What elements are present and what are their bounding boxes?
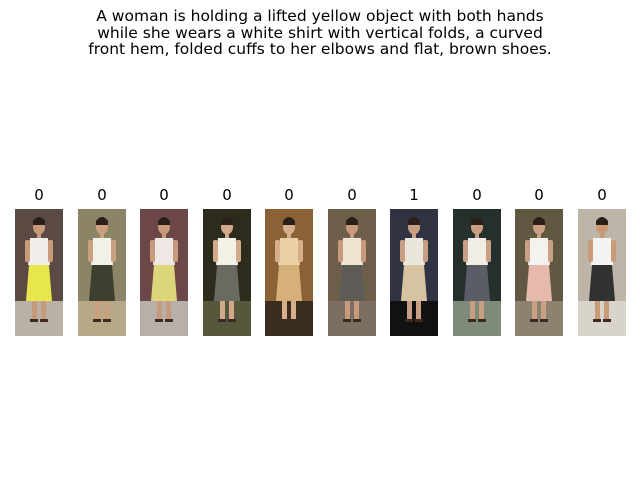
person-thumbnail-1 — [15, 209, 63, 336]
person-thumbnail-9 — [515, 209, 563, 336]
caption-line-2: while she wears a white shirt with verti… — [97, 23, 543, 42]
panel-label-3: 0 — [159, 186, 169, 204]
panel-label-1: 0 — [34, 186, 44, 204]
panel-label-4: 0 — [222, 186, 232, 204]
caption: A woman is holding a lifted yellow objec… — [40, 8, 600, 58]
panel-label-7: 1 — [409, 186, 419, 204]
person-thumbnail-6 — [328, 209, 376, 336]
person-thumbnail-5 — [265, 209, 313, 336]
person-thumbnail-10 — [578, 209, 626, 336]
panel-label-6: 0 — [347, 186, 357, 204]
person-thumbnail-3 — [140, 209, 188, 336]
person-thumbnail-2 — [78, 209, 126, 336]
person-thumbnail-7 — [390, 209, 438, 336]
person-thumbnail-4 — [203, 209, 251, 336]
panel-label-5: 0 — [284, 186, 294, 204]
panel-label-10: 0 — [597, 186, 607, 204]
panel-label-2: 0 — [97, 186, 107, 204]
person-thumbnail-8 — [453, 209, 501, 336]
panel-label-9: 0 — [534, 186, 544, 204]
caption-line-3: front hem, folded cuffs to her elbows an… — [88, 40, 552, 58]
caption-line-1: A woman is holding a lifted yellow objec… — [96, 7, 544, 25]
panel-label-8: 0 — [472, 186, 482, 204]
